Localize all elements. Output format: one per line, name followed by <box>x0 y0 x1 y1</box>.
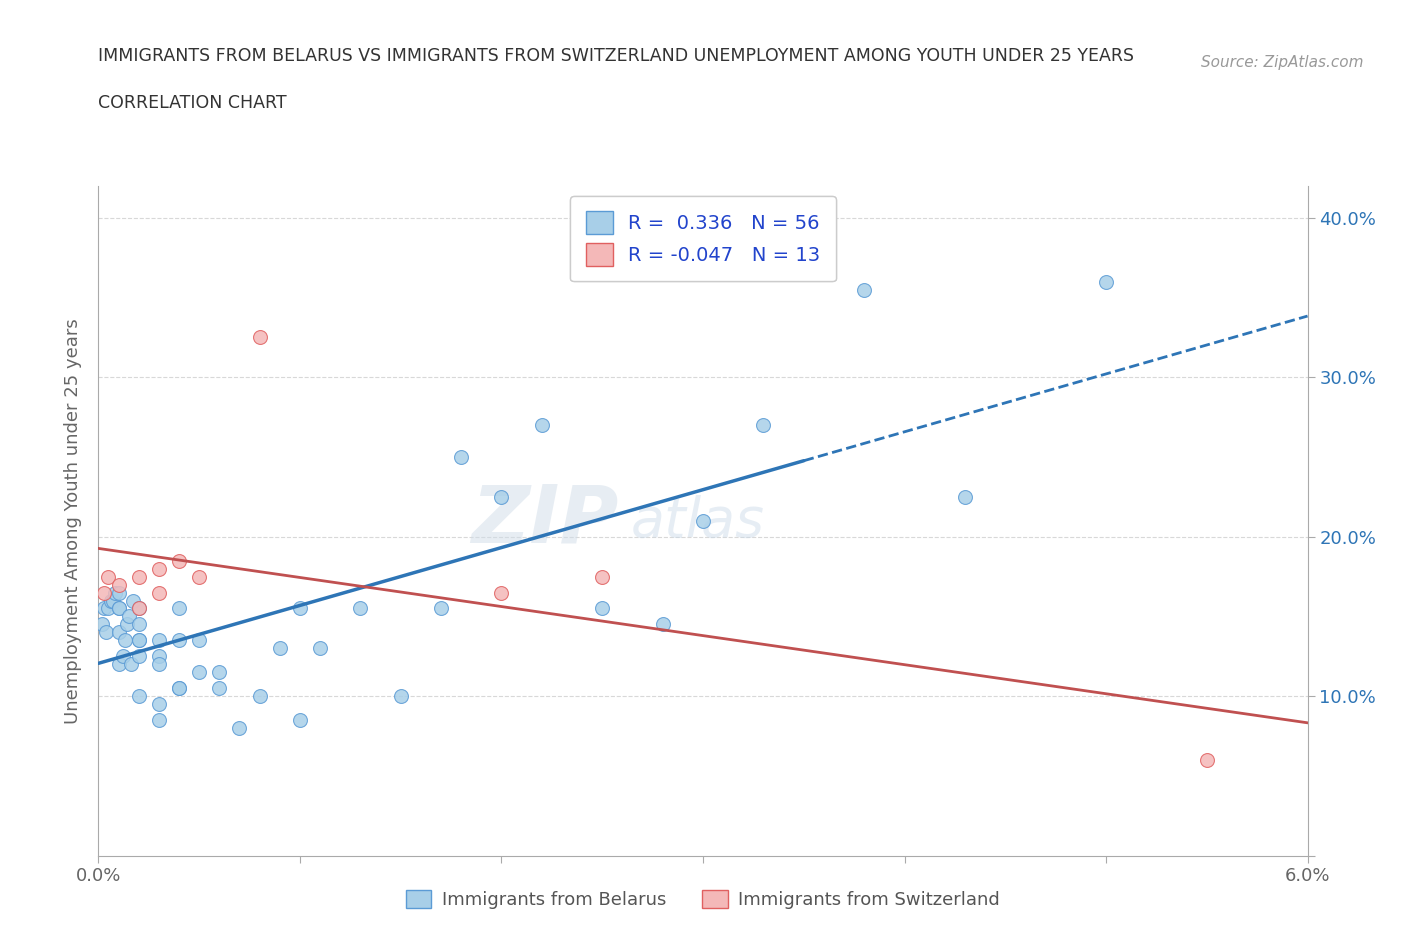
Point <box>228 721 250 736</box>
Text: atlas: atlas <box>630 495 765 547</box>
Point <box>148 633 170 648</box>
Point <box>692 513 714 528</box>
Point <box>249 689 271 704</box>
Point <box>101 593 124 608</box>
Point <box>167 553 190 568</box>
Point <box>167 601 190 616</box>
Text: Source: ZipAtlas.com: Source: ZipAtlas.com <box>1201 55 1364 70</box>
Point <box>97 601 120 616</box>
Point <box>188 665 211 680</box>
Point <box>167 633 190 648</box>
Point <box>107 657 129 671</box>
Point <box>208 681 231 696</box>
Point <box>115 617 138 631</box>
Point <box>188 633 211 648</box>
Point <box>100 593 122 608</box>
Point <box>188 569 211 584</box>
Point <box>91 617 114 631</box>
Point <box>97 569 120 584</box>
Point <box>148 657 170 671</box>
Point <box>93 601 115 616</box>
Point <box>167 681 190 696</box>
Point <box>1095 274 1118 289</box>
Text: IMMIGRANTS FROM BELARUS VS IMMIGRANTS FROM SWITZERLAND UNEMPLOYMENT AMONG YOUTH : IMMIGRANTS FROM BELARUS VS IMMIGRANTS FR… <box>98 47 1135 65</box>
Point <box>107 578 129 592</box>
Y-axis label: Unemployment Among Youth under 25 years: Unemployment Among Youth under 25 years <box>65 318 83 724</box>
Point <box>269 641 291 656</box>
Point <box>288 712 311 727</box>
Text: ZIP: ZIP <box>471 482 619 560</box>
Point <box>309 641 332 656</box>
Point <box>853 282 876 297</box>
Point <box>114 633 136 648</box>
Point <box>148 712 170 727</box>
Point <box>121 593 143 608</box>
Point <box>120 657 142 671</box>
Point <box>107 601 129 616</box>
Point <box>118 609 141 624</box>
Point <box>148 649 170 664</box>
Point <box>208 665 231 680</box>
Point <box>128 633 150 648</box>
Point <box>96 625 118 640</box>
Point <box>953 489 976 504</box>
Point <box>128 617 150 631</box>
Point <box>430 601 453 616</box>
Point <box>148 697 170 711</box>
Point <box>107 625 129 640</box>
Point <box>450 449 472 464</box>
Point <box>288 601 311 616</box>
Point <box>591 601 613 616</box>
Point <box>491 489 513 504</box>
Text: CORRELATION CHART: CORRELATION CHART <box>98 94 287 112</box>
Point <box>167 681 190 696</box>
Point <box>1195 752 1218 767</box>
Point <box>107 601 129 616</box>
Point <box>349 601 371 616</box>
Point <box>128 601 150 616</box>
Legend: Immigrants from Belarus, Immigrants from Switzerland: Immigrants from Belarus, Immigrants from… <box>398 883 1008 916</box>
Point <box>103 585 125 600</box>
Point <box>128 689 150 704</box>
Point <box>93 585 115 600</box>
Point <box>107 585 129 600</box>
Point <box>128 601 150 616</box>
Point <box>651 617 673 631</box>
Point <box>530 418 553 432</box>
Point <box>148 585 170 600</box>
Point <box>389 689 412 704</box>
Point <box>128 649 150 664</box>
Point <box>752 418 775 432</box>
Point <box>128 569 150 584</box>
Point <box>491 585 513 600</box>
Point <box>111 649 134 664</box>
Point <box>591 569 613 584</box>
Point <box>148 561 170 576</box>
Point <box>249 330 271 345</box>
Legend: R =  0.336   N = 56, R = -0.047   N = 13: R = 0.336 N = 56, R = -0.047 N = 13 <box>569 195 837 282</box>
Point <box>128 633 150 648</box>
